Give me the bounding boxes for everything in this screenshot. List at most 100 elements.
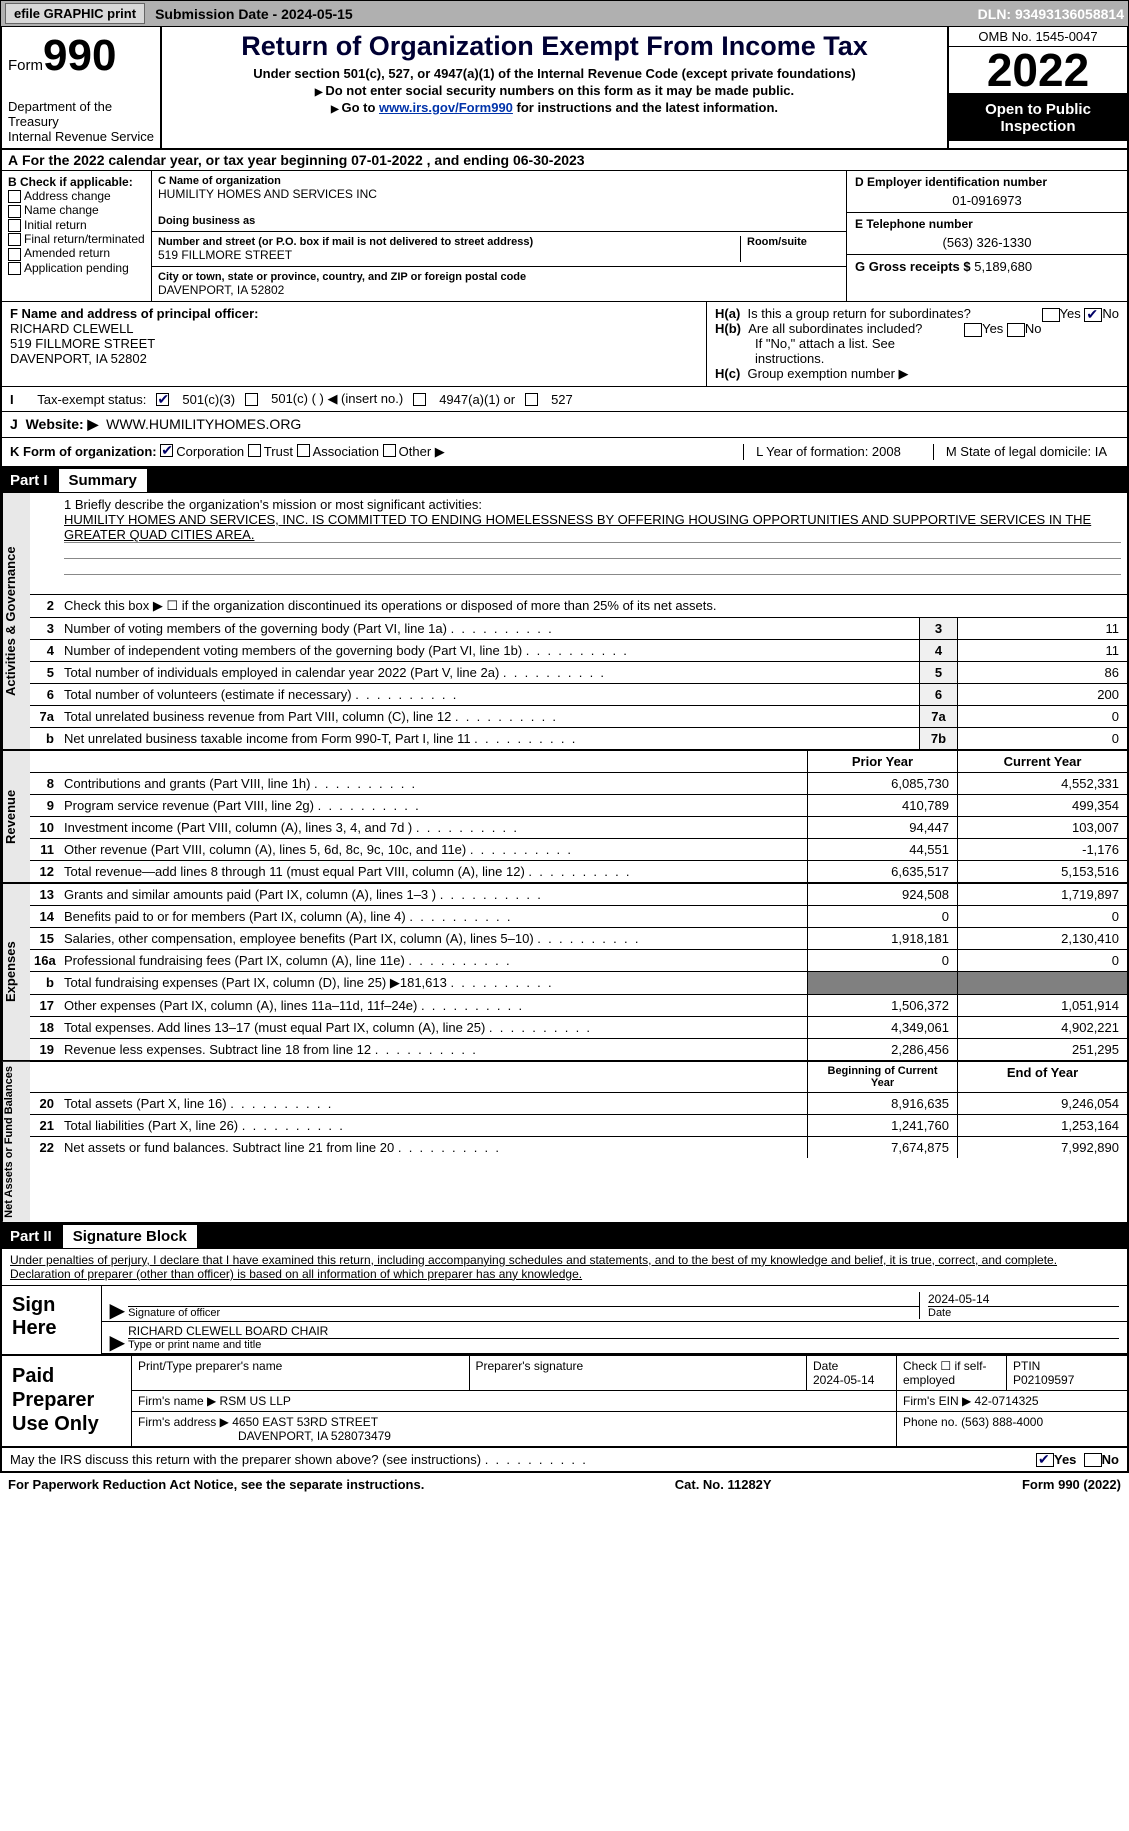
prep-date-hdr: Date [813, 1359, 838, 1373]
hdr-end-year: End of Year [957, 1062, 1127, 1092]
hdr-prior-year: Prior Year [807, 751, 957, 772]
prep-date-val: 2024-05-14 [813, 1373, 874, 1387]
tab-expenses: Expenses [2, 884, 30, 1060]
sign-here-label: Sign Here [2, 1286, 102, 1354]
chk-trust[interactable] [248, 444, 261, 457]
dln-label: DLN: 93493136058814 [978, 6, 1124, 22]
street-label: Number and street (or P.O. box if mail i… [158, 236, 740, 248]
prep-sig-hdr: Preparer's signature [470, 1356, 808, 1390]
chk-address-change[interactable] [8, 190, 21, 203]
top-toolbar: efile GRAPHIC print Submission Date - 20… [0, 0, 1129, 27]
b-item: Amended return [8, 246, 145, 260]
page-footer: For Paperwork Reduction Act Notice, see … [0, 1473, 1129, 1496]
signature-section: Under penalties of perjury, I declare th… [0, 1249, 1129, 1448]
chk-corp[interactable] [160, 444, 173, 457]
discuss-yes[interactable] [1036, 1453, 1054, 1467]
chk-final-return-terminated[interactable] [8, 233, 21, 246]
chk-assoc[interactable] [297, 444, 310, 457]
efile-print-button[interactable]: efile GRAPHIC print [5, 3, 145, 24]
table-row: 5Total number of individuals employed in… [30, 662, 1127, 684]
block-b-title: B Check if applicable: [8, 175, 133, 189]
section-fh: F Name and address of principal officer:… [0, 302, 1129, 387]
table-row: 14Benefits paid to or for members (Part … [30, 906, 1127, 928]
chk-initial-return[interactable] [8, 219, 21, 232]
officer-name: RICHARD CLEWELL [10, 321, 134, 336]
entity-block: B Check if applicable: Address changeNam… [0, 171, 1129, 302]
chk-amended-return[interactable] [8, 248, 21, 261]
dba-label: Doing business as [158, 215, 840, 227]
discuss-no[interactable] [1084, 1453, 1102, 1467]
firm-ein: 42-0714325 [975, 1394, 1039, 1408]
table-row: 7aTotal unrelated business revenue from … [30, 706, 1127, 728]
opt-501c: 501(c) ( ) ◀ (insert no.) [271, 391, 403, 407]
state-domicile: M State of legal domicile: IA [933, 444, 1119, 460]
firm-phone-label: Phone no. [903, 1415, 958, 1429]
expenses-block: Expenses 13Grants and similar amounts pa… [0, 884, 1129, 1062]
table-row: 17Other expenses (Part IX, column (A), l… [30, 995, 1127, 1017]
b-item: Final return/terminated [8, 232, 145, 246]
opt-trust: Trust [264, 444, 293, 460]
section-klm: K Form of organization: Corporation Trus… [0, 438, 1129, 468]
prep-selfemp: Check ☐ if self-employed [897, 1356, 1007, 1390]
hb-text: Are all subordinates included? [748, 321, 922, 336]
block-b: B Check if applicable: Address changeNam… [2, 171, 152, 301]
sig-declaration: Under penalties of perjury, I declare th… [2, 1249, 1127, 1286]
officer-label: F Name and address of principal officer: [10, 306, 259, 321]
website-value: WWW.HUMILITYHOMES.ORG [106, 416, 301, 432]
gross-value: 5,189,680 [974, 259, 1032, 274]
sig-name-label: Type or print name and title [128, 1338, 1119, 1351]
hdr-begin-year: Beginning of Current Year [807, 1062, 957, 1092]
part1-title: Summary [58, 468, 148, 493]
footer-right: Form 990 (2022) [1022, 1477, 1121, 1492]
irs-link[interactable]: www.irs.gov/Form990 [379, 100, 513, 115]
ha-yes[interactable] [1042, 308, 1060, 322]
chk-527[interactable] [525, 393, 538, 406]
block-deg: D Employer identification number 01-0916… [847, 171, 1127, 301]
formorg-label: K Form of organization: [10, 444, 157, 460]
tax-year: 2022 [949, 47, 1127, 95]
header-right: OMB No. 1545-0047 2022 Open to Public In… [947, 27, 1127, 148]
form-number: 990 [43, 31, 116, 80]
sig-officer-label: Signature of officer [128, 1306, 919, 1319]
sig-name: RICHARD CLEWELL BOARD CHAIR [128, 1324, 1119, 1338]
firm-name-label: Firm's name ▶ [138, 1394, 216, 1408]
form-prefix: Form [8, 57, 43, 74]
form-title: Return of Organization Exempt From Incom… [170, 31, 939, 62]
footer-left: For Paperwork Reduction Act Notice, see … [8, 1477, 424, 1492]
table-row: 15Salaries, other compensation, employee… [30, 928, 1127, 950]
hb-no[interactable] [1007, 323, 1025, 337]
public-inspection: Open to Public Inspection [949, 95, 1127, 141]
discuss-question: May the IRS discuss this return with the… [10, 1452, 586, 1468]
table-row: 8Contributions and grants (Part VIII, li… [30, 773, 1127, 795]
firm-phone: (563) 888-4000 [961, 1415, 1043, 1429]
section-j: J Website: ▶ WWW.HUMILITYHOMES.ORG [0, 412, 1129, 438]
sig-arrow-icon-2: ▸ [110, 1334, 124, 1351]
chk-application-pending[interactable] [8, 262, 21, 275]
chk-4947[interactable] [413, 393, 426, 406]
opt-corp: Corporation [176, 444, 244, 460]
chk-name-change[interactable] [8, 205, 21, 218]
chk-501c[interactable] [245, 393, 258, 406]
opt-4947: 4947(a)(1) or [439, 392, 515, 407]
prep-name-hdr: Print/Type preparer's name [132, 1356, 470, 1390]
hc-text: Group exemption number ▶ [748, 366, 909, 381]
table-row: 18Total expenses. Add lines 13–17 (must … [30, 1017, 1127, 1039]
website-label: Website: ▶ [26, 416, 99, 432]
chk-other[interactable] [383, 444, 396, 457]
b-item: Application pending [8, 261, 145, 275]
netassets-block: Net Assets or Fund Balances Beginning of… [0, 1062, 1129, 1224]
hdr-current-year: Current Year [957, 751, 1127, 772]
chk-501c3[interactable] [156, 393, 169, 406]
ha-no[interactable] [1084, 308, 1102, 322]
ein-label: D Employer identification number [855, 175, 1119, 189]
revenue-block: Revenue Prior Year Current Year 8Contrib… [0, 751, 1129, 884]
street-value: 519 FILLMORE STREET [158, 248, 740, 262]
table-row: 12Total revenue—add lines 8 through 11 (… [30, 861, 1127, 882]
tab-netassets: Net Assets or Fund Balances [2, 1062, 30, 1222]
opt-527: 527 [551, 392, 573, 407]
discuss-row: May the IRS discuss this return with the… [0, 1448, 1129, 1474]
table-row: 11Other revenue (Part VIII, column (A), … [30, 839, 1127, 861]
line2: Check this box ▶ ☐ if the organization d… [58, 595, 1127, 617]
officer-city: DAVENPORT, IA 52802 [10, 351, 147, 366]
hb-yes[interactable] [964, 323, 982, 337]
